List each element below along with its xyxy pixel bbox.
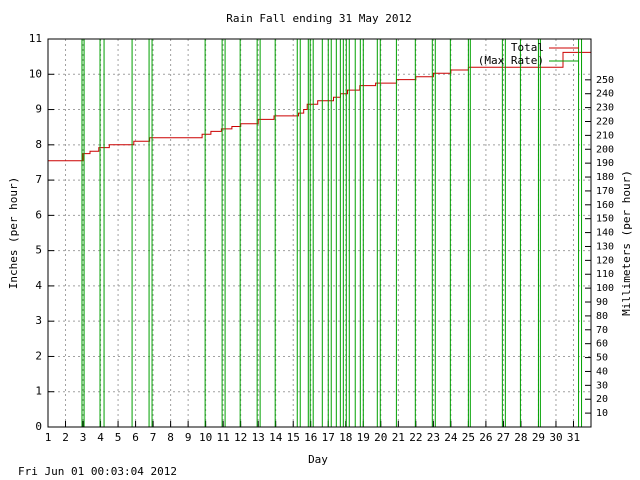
y-tick-label: 9 bbox=[35, 103, 42, 116]
y2-tick-label: 190 bbox=[596, 158, 614, 169]
y2-tick-label: 80 bbox=[596, 311, 608, 322]
y-tick-label: 7 bbox=[35, 173, 42, 186]
x-tick-label: 22 bbox=[409, 431, 422, 444]
y2-tick-label: 200 bbox=[596, 144, 614, 155]
x-tick-label: 16 bbox=[304, 431, 317, 444]
x-tick-label: 5 bbox=[115, 431, 122, 444]
y2-tick-label: 160 bbox=[596, 200, 614, 211]
y-tick-label: 10 bbox=[29, 67, 42, 80]
x-tick-label: 8 bbox=[167, 431, 174, 444]
x-tick-label: 13 bbox=[252, 431, 265, 444]
x-axis-label: Day bbox=[308, 453, 328, 466]
x-tick-label: 12 bbox=[234, 431, 247, 444]
x-tick-label: 28 bbox=[514, 431, 527, 444]
x-tick-label: 2 bbox=[62, 431, 69, 444]
x-tick-label: 19 bbox=[357, 431, 370, 444]
x-tick-label: 20 bbox=[374, 431, 387, 444]
y2-tick-label: 250 bbox=[596, 75, 614, 86]
x-tick-label: 4 bbox=[97, 431, 104, 444]
x-tick-label: 21 bbox=[392, 431, 405, 444]
x-tick-label: 31 bbox=[567, 431, 580, 444]
y2-tick-label: 90 bbox=[596, 297, 608, 308]
y2-axis-label: Millimeters (per hour) bbox=[620, 170, 633, 316]
x-tick-label: 17 bbox=[322, 431, 335, 444]
legend-label: (Max Rate) bbox=[478, 54, 544, 67]
y-tick-label: 1 bbox=[35, 385, 42, 398]
y2-tick-label: 210 bbox=[596, 130, 614, 141]
y-tick-label: 3 bbox=[35, 314, 42, 327]
x-tick-label: 25 bbox=[462, 431, 475, 444]
y2-tick-label: 100 bbox=[596, 283, 614, 294]
y2-tick-label: 120 bbox=[596, 255, 614, 266]
x-tick-label: 26 bbox=[479, 431, 492, 444]
x-tick-label: 9 bbox=[185, 431, 192, 444]
y-tick-label: 5 bbox=[35, 244, 42, 257]
x-tick-label: 18 bbox=[339, 431, 352, 444]
y2-tick-label: 140 bbox=[596, 228, 614, 239]
x-tick-label: 6 bbox=[132, 431, 139, 444]
y2-tick-label: 20 bbox=[596, 394, 608, 405]
y2-tick-label: 230 bbox=[596, 103, 614, 114]
y-tick-label: 8 bbox=[35, 138, 42, 151]
y-tick-label: 2 bbox=[35, 349, 42, 362]
x-tick-label: 15 bbox=[287, 431, 300, 444]
x-tick-label: 1 bbox=[45, 431, 52, 444]
y-tick-label: 11 bbox=[29, 32, 42, 45]
x-tick-label: 10 bbox=[199, 431, 212, 444]
legend-label: Total bbox=[511, 41, 544, 54]
x-tick-label: 11 bbox=[217, 431, 230, 444]
x-tick-label: 30 bbox=[549, 431, 562, 444]
x-tick-label: 3 bbox=[80, 431, 87, 444]
y2-tick-label: 240 bbox=[596, 89, 614, 100]
y2-tick-label: 110 bbox=[596, 269, 614, 280]
plot-frame bbox=[47, 38, 592, 428]
y2-tick-label: 40 bbox=[596, 366, 608, 377]
x-tick-label: 7 bbox=[150, 431, 157, 444]
x-tick-label: 27 bbox=[497, 431, 510, 444]
y2-tick-label: 70 bbox=[596, 325, 608, 336]
y2-tick-label: 50 bbox=[596, 353, 608, 364]
y-tick-label: 4 bbox=[35, 279, 42, 292]
y2-tick-label: 60 bbox=[596, 339, 608, 350]
y2-tick-label: 150 bbox=[596, 214, 614, 225]
y-axis-label: Inches (per hour) bbox=[7, 177, 20, 290]
y2-tick-label: 170 bbox=[596, 186, 614, 197]
x-tick-label: 23 bbox=[427, 431, 440, 444]
y2-tick-label: 30 bbox=[596, 380, 608, 391]
x-tick-label: 24 bbox=[444, 431, 458, 444]
y-tick-label: 0 bbox=[35, 420, 42, 433]
y2-tick-label: 10 bbox=[596, 408, 608, 419]
y2-tick-label: 220 bbox=[596, 116, 614, 127]
y-tick-label: 6 bbox=[35, 208, 42, 221]
x-tick-label: 14 bbox=[269, 431, 283, 444]
footer: Fri Jun 01 00:03:04 2012 bbox=[18, 465, 177, 478]
y2-tick-label: 130 bbox=[596, 241, 614, 252]
y2-tick-label: 180 bbox=[596, 172, 614, 183]
chart-title: Rain Fall ending 31 May 2012 bbox=[226, 12, 411, 25]
x-tick-label: 29 bbox=[532, 431, 545, 444]
